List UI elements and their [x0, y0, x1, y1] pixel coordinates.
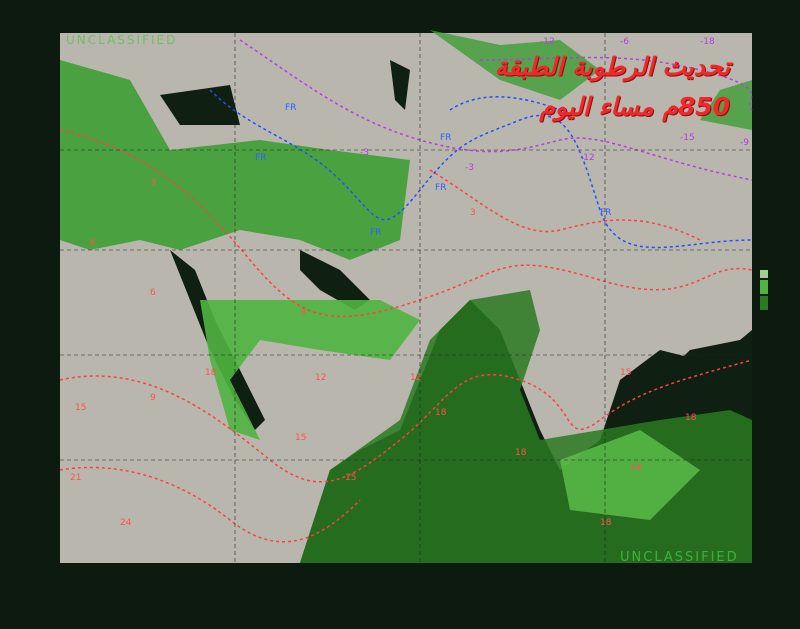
contour-label: -9	[740, 138, 749, 148]
contour-label: -18	[700, 37, 715, 47]
contour-label: 24	[120, 518, 132, 528]
contour-labels: 3 3 6 6 9 9 12 12 15 15 15 15 18 18 18 18 18 18 21 24 FR FR FR…	[70, 37, 749, 528]
contour-label: FR	[435, 183, 446, 193]
map-title-line1: تحديث الرطوبة الطبقة	[494, 52, 730, 81]
contour-negative	[479, 56, 753, 111]
freezing-line	[209, 89, 753, 249]
lat-lon-grid	[60, 33, 752, 563]
contour-label: -12	[580, 153, 595, 163]
moisture-area	[700, 80, 752, 130]
moisture-area	[560, 430, 700, 520]
contour-label: 15	[295, 433, 306, 443]
contour-label: 18	[515, 448, 527, 458]
contour-label: 18	[205, 368, 217, 378]
caspian-sea	[390, 60, 410, 110]
contour-label: FR	[370, 228, 381, 238]
color-scale-swatch	[760, 270, 768, 278]
contour-label: -3	[465, 163, 474, 173]
contour-label: -6	[620, 37, 629, 47]
contour-label: 6	[90, 238, 96, 248]
contour-label: 9	[300, 308, 306, 318]
contour-label: FR	[255, 153, 266, 163]
map-title-line2: 850م مساء اليوم	[539, 92, 730, 121]
contour-positive	[59, 466, 361, 543]
contour-label: -15	[680, 133, 695, 143]
classification-marking-top: UNCLASSIFIED	[66, 33, 178, 47]
color-scale-swatch	[760, 280, 768, 294]
contour-label: 6	[150, 288, 156, 298]
contour-label: FR	[600, 208, 611, 218]
moisture-area	[430, 30, 600, 100]
contour-label: FR	[285, 103, 296, 113]
contour-label: 15	[345, 473, 356, 483]
classification-marking-bottom: UNCLASSIFIED	[620, 550, 739, 565]
contour-label: -12	[540, 37, 555, 47]
moisture-area	[200, 300, 420, 440]
contour-label: 15	[75, 403, 86, 413]
contour-label: 18	[435, 408, 447, 418]
contour-label: FR	[440, 133, 451, 143]
contour-label: 12	[410, 373, 421, 383]
contour-positive	[59, 359, 753, 483]
color-scale-swatch	[760, 296, 768, 310]
contour-label: 15	[620, 368, 631, 378]
persian-gulf	[300, 250, 370, 310]
contour-label: 12	[315, 373, 326, 383]
contour-label: 3	[150, 178, 156, 188]
contour-label: 18	[630, 463, 642, 473]
contour-label: 3	[470, 208, 476, 218]
contour-label: 18	[600, 518, 612, 528]
contour-label: 18	[685, 413, 697, 423]
contour-label: -3	[360, 148, 369, 158]
contour-label: 21	[70, 473, 81, 483]
black-sea	[160, 85, 240, 125]
contour-label: 9	[150, 393, 156, 403]
contour-positive	[429, 169, 701, 241]
